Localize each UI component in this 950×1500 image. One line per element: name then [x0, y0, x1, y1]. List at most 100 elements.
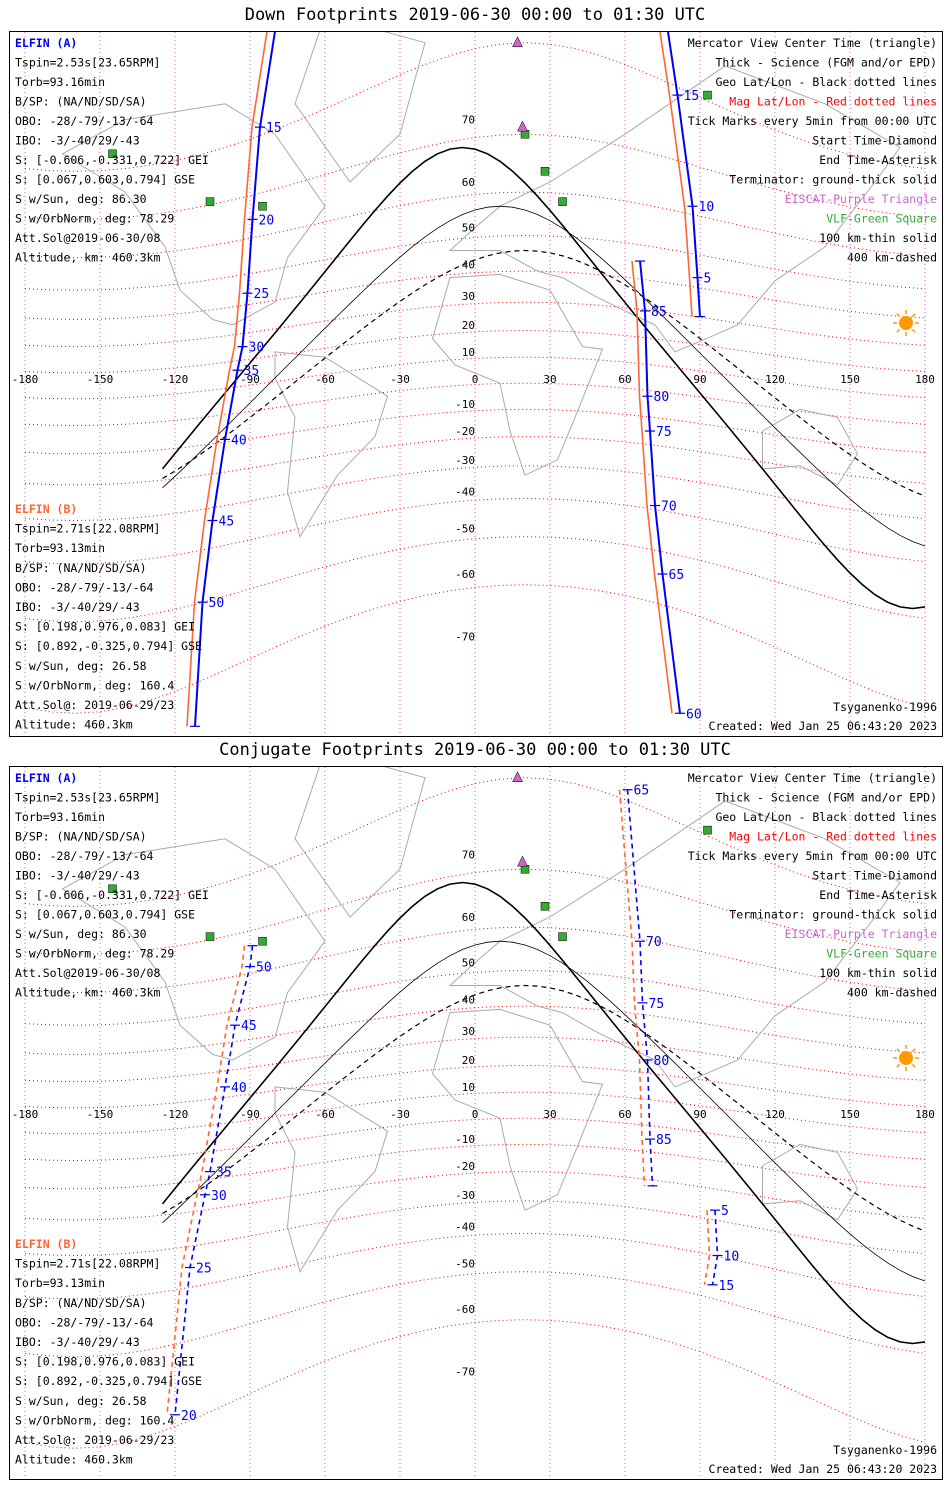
legend-line: Tick Marks every 5min from 00:00 UTC: [688, 849, 937, 863]
x-tick-label: -150: [87, 1108, 114, 1121]
vlf-station-marker: [258, 201, 267, 211]
y-tick-label: 20: [462, 1054, 475, 1067]
elfin-b-info-line: Tspin=2.71s[22.08RPM]: [15, 1257, 160, 1271]
elfin-b-track: [186, 32, 268, 727]
x-tick-label: -180: [12, 1108, 39, 1121]
mag-parallel: [24, 1064, 926, 1109]
elfin-a-info-line: Att.Sol@2019-06-30/08: [15, 231, 160, 245]
y-tick-label: -50: [455, 522, 475, 535]
terminator-100km: [162, 940, 926, 1282]
elfin-b-info-line: B/SP: (NA/ND/SD/SA): [15, 561, 147, 575]
y-tick-label: 10: [462, 1081, 475, 1094]
mag-parallel: [24, 329, 926, 374]
track-time-label: 10: [699, 200, 715, 215]
x-tick-label: -120: [162, 1108, 189, 1121]
elfin-a-info-line: S: [0.067,0.603,0.794] GSE: [15, 908, 195, 922]
elfin-a-track: [711, 1210, 719, 1285]
model-label: Tsyganenko-1996: [833, 1443, 937, 1457]
legend-line: Mercator View Center Time (triangle): [688, 36, 937, 50]
y-tick-label: 40: [462, 258, 475, 271]
x-tick-label: 120: [765, 1108, 785, 1121]
track-time-label: 20: [181, 1409, 197, 1424]
track-time-label: 50: [209, 596, 225, 611]
elfin-b-track: [631, 260, 673, 714]
x-tick-label: -90: [240, 373, 260, 386]
x-tick-label: 30: [543, 373, 556, 386]
y-tick-label: 30: [462, 290, 475, 303]
elfin-a-info-header: ELFIN (A): [15, 771, 77, 785]
elfin-a-info-line: S w/OrbNorm, deg: 78.29: [15, 947, 174, 961]
elfin-a-info-line: S: [-0.606,-0.331,0.722] GEI: [15, 153, 209, 167]
legend-line: Start Time-Diamond: [812, 869, 937, 883]
vlf-station-marker: [108, 884, 117, 894]
y-tick-label: -70: [455, 1365, 475, 1378]
sun-ray: [896, 1048, 901, 1053]
sun-ray: [911, 1063, 916, 1068]
elfin-b-info-header: ELFIN (B): [15, 1237, 77, 1251]
x-tick-label: 60: [618, 1108, 631, 1121]
elfin-b-info-line: S w/Sun, deg: 26.58: [15, 1394, 147, 1408]
elfin-b-info-line: S w/OrbNorm, deg: 160.4: [15, 1413, 174, 1427]
mag-parallel: [24, 356, 926, 400]
elfin-a-info-line: S: [0.067,0.603,0.794] GSE: [15, 173, 195, 187]
x-tick-label: -90: [240, 1108, 260, 1121]
eiscat-station-marker: [512, 771, 523, 782]
elfin-a-info-line: IBO: -3/-40/29/-43: [15, 869, 140, 883]
x-tick-label: 150: [840, 1108, 860, 1121]
y-tick-label: -30: [455, 1189, 475, 1202]
vlf-station-marker: [205, 197, 215, 206]
x-tick-label: 180: [915, 373, 935, 386]
elfin-a-info-line: S: [-0.606,-0.331,0.722] GEI: [15, 888, 209, 902]
x-tick-label: 60: [618, 373, 631, 386]
elfin-a-info-line: S w/Sun, deg: 86.30: [15, 927, 147, 941]
land-outline: [294, 767, 426, 918]
elfin-b-info-line: B/SP: (NA/ND/SD/SA): [15, 1296, 147, 1310]
vlf-station-marker: [108, 149, 117, 159]
mag-parallel: [24, 584, 926, 714]
land-outline: [61, 103, 326, 326]
land-outline: [448, 65, 901, 353]
legend-line: 100 km-thin solid: [819, 231, 937, 245]
y-tick-label: 60: [462, 911, 475, 924]
legend-line: Terminator: ground-thick solid: [729, 173, 937, 187]
y-tick-label: -10: [455, 1133, 475, 1146]
y-tick-label: 60: [462, 176, 475, 189]
legend-line: Thick - Science (FGM and/or EPD): [715, 791, 937, 805]
elfin-b-info-line: S: [0.198,0.976,0.083] GEI: [15, 620, 195, 634]
track-time-label: 30: [249, 341, 265, 356]
legend-line: End Time-Asterisk: [819, 153, 937, 167]
elfin-b-info-line: Torb=93.13min: [15, 541, 105, 555]
sun-icon: [899, 1051, 913, 1065]
track-time-label: 20: [259, 213, 275, 228]
elfin-b-info-line: Tspin=2.71s[22.08RPM]: [15, 522, 160, 536]
elfin-b-info-line: S: [0.892,-0.325,0.794] GSE: [15, 639, 202, 653]
track-time-label: 5: [704, 272, 712, 287]
x-tick-label: -30: [390, 373, 410, 386]
land-outline: [448, 800, 901, 1088]
legend-line: EISCAT-Purple Triangle: [785, 927, 937, 941]
legend-line: Tick Marks every 5min from 00:00 UTC: [688, 114, 937, 128]
sun-ray: [911, 1048, 916, 1053]
x-tick-label: 0: [472, 1108, 479, 1121]
track-time-label: 40: [231, 433, 247, 448]
elfin-b-info-line: Torb=93.13min: [15, 1276, 105, 1290]
mag-parallel: [24, 1319, 926, 1449]
x-tick-label: 0: [472, 373, 479, 386]
mag-parallel: [24, 382, 926, 427]
elfin-b-track: [618, 789, 646, 1186]
terminator-ground: [161, 881, 926, 1345]
land-outline: [762, 408, 859, 486]
elfin-a-info-line: OBO: -28/-79/-13/-64: [15, 114, 154, 128]
elfin-b-info-header: ELFIN (B): [15, 502, 77, 516]
elfin-b-track: [166, 945, 246, 1415]
legend-line: Mag Lat/Lon - Red dotted lines: [729, 830, 937, 844]
vlf-station-marker: [540, 167, 550, 176]
elfin-a-info-line: IBO: -3/-40/29/-43: [15, 134, 140, 148]
land-outline: [294, 32, 426, 183]
legend-line: Start Time-Diamond: [812, 134, 937, 148]
elfin-a-info-line: Altitude, km: 460.3km: [15, 251, 160, 265]
x-tick-label: -120: [162, 373, 189, 386]
y-tick-label: 10: [462, 346, 475, 359]
sun-ray: [911, 313, 916, 318]
x-tick-label: 90: [693, 373, 706, 386]
